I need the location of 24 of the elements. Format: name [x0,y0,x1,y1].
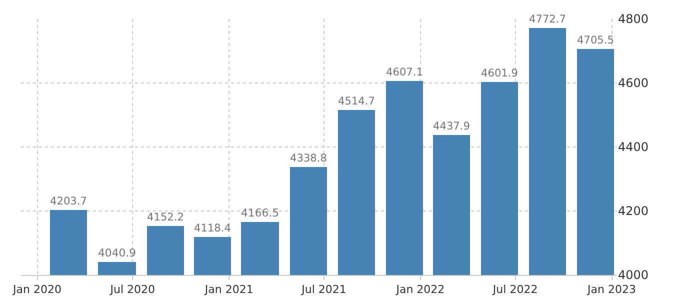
x-tick-label: Jan 2022 [395,283,445,296]
y-tick-label: 4200 [618,204,649,218]
x-tick-label: Jan 2021 [204,283,254,296]
x-tick-label: Jan 2023 [586,283,636,296]
x-tick-label: Jul 2020 [109,283,156,296]
data-label: 4040.9 [98,246,136,260]
data-label: 4437.9 [433,120,470,132]
data-label: 4338.8 [290,152,327,164]
data-label: 4203.7 [50,195,87,208]
data-label: 4607.1 [386,66,423,78]
data-label: 4514.7 [338,95,375,108]
y-tick-label: 4800 [618,12,649,26]
x-tick-label: Jan 2020 [12,283,62,296]
y-tick-label: 4400 [618,140,649,154]
x-tick-label: Jul 2022 [492,283,538,296]
x-tick-label: Jul 2021 [300,283,346,296]
y-tick-label: 4600 [618,76,649,90]
y-tick-label: 4000 [618,268,649,282]
data-label: 4772.7 [529,13,566,26]
data-label: 4152.2 [147,211,184,224]
data-label: 4118.4 [194,222,232,234]
data-label: 4166.5 [241,206,279,220]
data-label: 4601.9 [481,67,518,80]
data-label: 4705.5 [577,34,614,46]
